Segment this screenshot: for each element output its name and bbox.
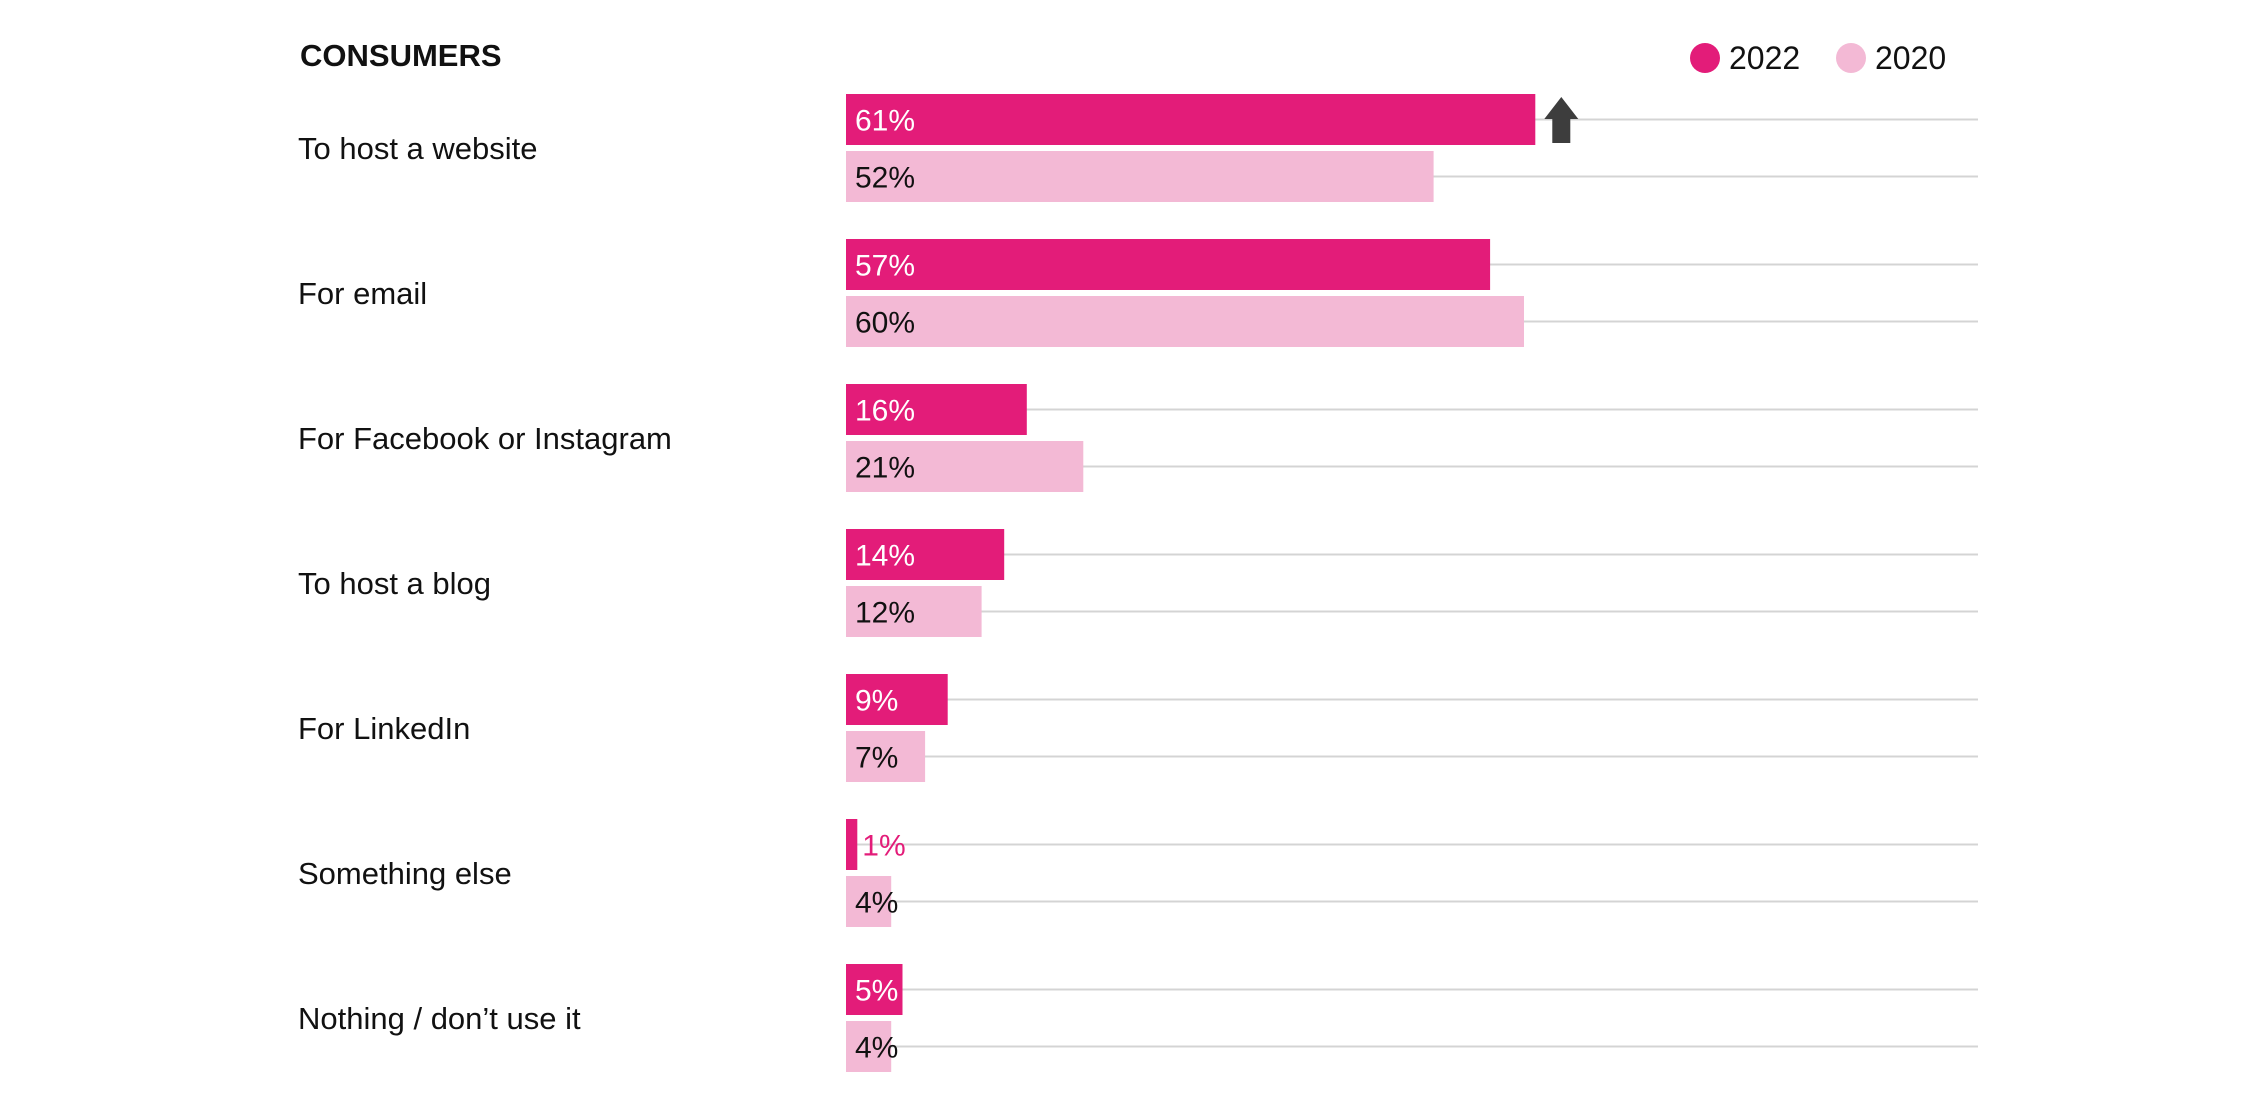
category-label-to-host-a-blog: To host a blog: [298, 566, 491, 601]
bar-2022-for-email: [846, 239, 1491, 290]
bar-2022-nothing-don-t-use-it: [846, 964, 903, 1015]
category-label-to-host-a-website: To host a website: [298, 131, 538, 166]
category-label-nothing-don-t-use-it: Nothing / don’t use it: [298, 1001, 581, 1036]
bar-2020-for-facebook-or-instagram: [846, 441, 1084, 492]
value-label-2020-for-facebook-or-instagram: 21%: [855, 452, 915, 485]
value-label-2022-nothing-don-t-use-it: 5%: [855, 975, 898, 1008]
value-label-2020-for-email: 60%: [855, 307, 915, 340]
value-label-2022-to-host-a-blog: 14%: [855, 540, 915, 573]
bar-2022-for-linkedin: [846, 674, 948, 725]
value-label-2022-to-host-a-website: 61%: [855, 105, 915, 138]
bar-2020-to-host-a-blog: [846, 586, 982, 637]
bar-2020-nothing-don-t-use-it: [846, 1021, 892, 1072]
bar-2020-for-email: [846, 296, 1524, 347]
category-label-for-linkedin: For LinkedIn: [298, 711, 470, 746]
bar-2022-to-host-a-blog: [846, 529, 1005, 580]
bar-2022-to-host-a-website: [846, 94, 1536, 145]
category-label-for-facebook-or-instagram: For Facebook or Instagram: [298, 421, 672, 456]
legend-marker-2020: [1836, 43, 1866, 73]
chart-title: CONSUMERS: [300, 38, 502, 73]
annotations: [1544, 97, 1579, 143]
legend: 2022 2020: [1690, 40, 1946, 76]
value-labels: 61% 52% 57% 60% 16% 21% 14% 12% 9% 7% 1% 4% 5% 4%: [855, 105, 915, 1065]
legend-label-2022: 2022: [1729, 40, 1800, 76]
value-label-2022-something-else: 1%: [862, 830, 905, 863]
bar-2022-something-else: [846, 819, 858, 870]
bar-2020-something-else: [846, 876, 892, 927]
bar-2020-to-host-a-website: [846, 151, 1434, 202]
value-label-2022-for-facebook-or-instagram: 16%: [855, 395, 915, 428]
bars: [846, 94, 1536, 1072]
value-label-2022-for-linkedin: 9%: [855, 685, 898, 718]
value-label-2020-something-else: 4%: [855, 887, 898, 920]
bar-2022-for-facebook-or-instagram: [846, 384, 1027, 435]
category-labels: To host a website For email For Facebook o…: [298, 131, 672, 1036]
legend-label-2020: 2020: [1875, 40, 1946, 76]
category-label-something-else: Something else: [298, 856, 512, 891]
value-label-2020-nothing-don-t-use-it: 4%: [855, 1032, 898, 1065]
value-label-2020-to-host-a-website: 52%: [855, 162, 915, 195]
category-label-for-email: For email: [298, 276, 427, 311]
value-label-2022-for-email: 57%: [855, 250, 915, 283]
up-arrow-icon: [1544, 97, 1579, 143]
legend-marker-2022: [1690, 43, 1720, 73]
value-label-2020-to-host-a-blog: 12%: [855, 597, 915, 630]
value-label-2020-for-linkedin: 7%: [855, 742, 898, 775]
bar-2020-for-linkedin: [846, 731, 926, 782]
